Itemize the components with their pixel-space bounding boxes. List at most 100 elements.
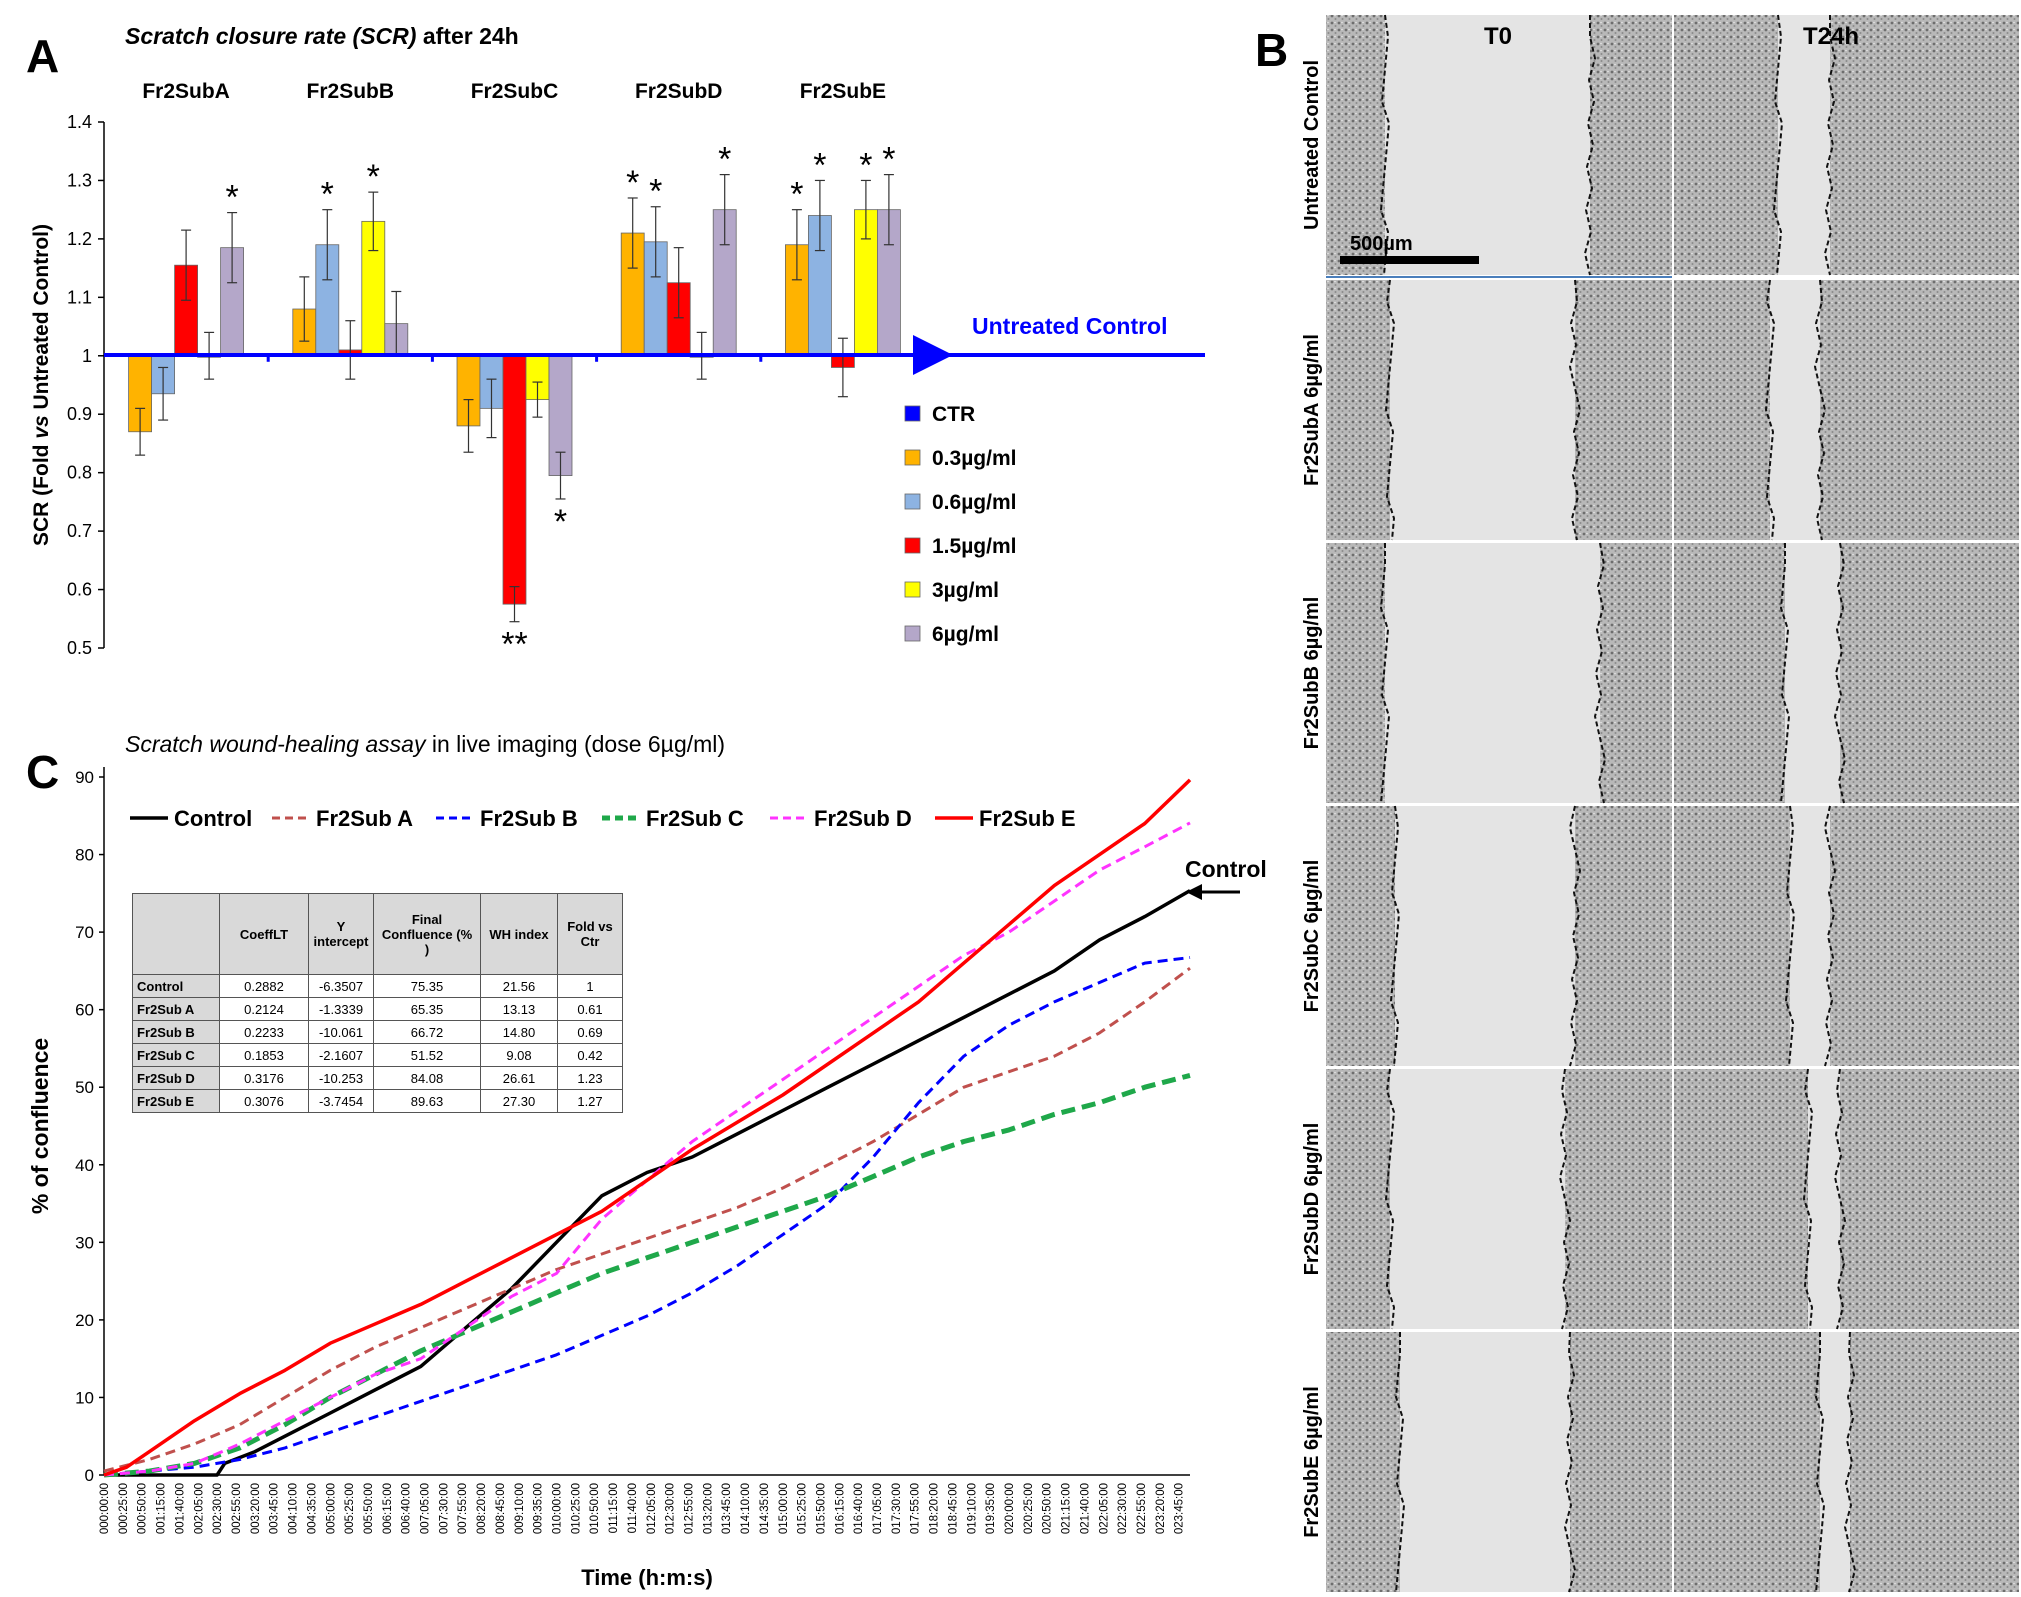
y-tick-label: 1.3 <box>67 170 92 190</box>
x-tick-label: 002:05:00 <box>193 1483 205 1534</box>
x-tick-label: 007:55:00 <box>457 1483 469 1534</box>
wound-edge <box>1389 805 1401 1067</box>
wound-edge <box>1379 14 1391 276</box>
column-label-t24h: T24h <box>1803 23 1859 50</box>
wound-edge <box>1583 15 1597 276</box>
legend-label: Fr2Sub A <box>316 806 413 831</box>
significance-star: * <box>554 503 567 541</box>
legend-swatch <box>904 405 921 422</box>
x-tick-label: 008:20:00 <box>476 1483 488 1534</box>
micrograph-t24h <box>1674 280 2019 540</box>
row-label: Fr2SubC 6µg/ml <box>1301 860 1323 1013</box>
table-cell: 1.23 <box>557 1066 623 1090</box>
scratch-gap <box>1390 1069 1565 1329</box>
row-label: Untreated Control <box>1301 60 1323 230</box>
table-header-cell: Fold vs Ctr <box>557 893 623 975</box>
significance-star: * <box>859 146 872 184</box>
bar <box>502 355 527 605</box>
wound-edge <box>1764 279 1776 541</box>
scratch-gap <box>1385 543 1600 803</box>
table-cell: -10.061 <box>308 1020 374 1044</box>
x-tick-label: 004:10:00 <box>288 1483 300 1534</box>
y-tick-label: 20 <box>75 1311 94 1330</box>
table-cell: 0.69 <box>557 1020 623 1044</box>
table-cell: -3.7454 <box>308 1089 374 1113</box>
micrograph-t24h <box>1674 15 2019 275</box>
series-line <box>103 966 1191 1473</box>
table-cell: 0.2124 <box>219 997 309 1021</box>
category-label: Fr2SubE <box>800 80 886 103</box>
x-tick-label: 005:00:00 <box>325 1483 337 1534</box>
table-cell: -2.1607 <box>308 1043 374 1067</box>
panel-b-microscopy: B T0 T24h 500µm Untreated Control Fr2SubA… <box>1255 14 2019 1593</box>
table-row: Fr2Sub E 0.3076 -3.7454 89.63 27.30 1.27 <box>132 1089 623 1113</box>
control-annotation: Control <box>1185 856 1267 882</box>
series-line <box>103 778 1192 1477</box>
table-cell: 0.61 <box>557 997 623 1021</box>
table-cell: 14.80 <box>480 1020 558 1044</box>
scratch-gap <box>1770 280 1820 540</box>
x-tick-label: 019:35:00 <box>985 1483 997 1534</box>
table-cell: 65.35 <box>373 997 481 1021</box>
table-cell: 0.3076 <box>219 1089 309 1113</box>
table-cell: 9.08 <box>480 1043 558 1067</box>
wound-edge <box>1823 15 1837 276</box>
table-cell: 51.52 <box>373 1043 481 1067</box>
table-header-cell: WH index <box>480 893 558 975</box>
table-cell: 0.2233 <box>219 1020 309 1044</box>
wound-edge <box>1568 805 1582 1067</box>
y-tick-label: 0.9 <box>67 404 92 424</box>
legend-label: 0.3µg/ml <box>932 447 1016 470</box>
x-tick-label: 020:00:00 <box>1004 1483 1016 1534</box>
legend-label: 6µg/ml <box>932 623 999 646</box>
panel-a-title: Scratch closure rate (SCR) after 24h <box>125 23 519 49</box>
x-axis-label: Time (h:m:s) <box>581 1565 713 1590</box>
control-annotation-arrowhead <box>1186 884 1202 900</box>
scratch-gap <box>1778 15 1830 275</box>
legend-label: Fr2Sub C <box>646 806 744 831</box>
category-label: Fr2SubC <box>471 80 559 103</box>
table-header-cell: CoeffLT <box>219 893 309 975</box>
panel-a-letter: A <box>26 30 59 82</box>
x-tick-label: 012:30:00 <box>665 1483 677 1534</box>
category-labels: Fr2SubA Fr2SubB Fr2SubC Fr2SubD Fr2SubE <box>142 80 886 362</box>
table-cell: 21.56 <box>480 974 558 998</box>
wound-edge <box>1814 1332 1826 1593</box>
wound-edge <box>1833 542 1847 804</box>
x-tick-label: 012:05:00 <box>646 1483 658 1534</box>
table-row: Fr2Sub D 0.3176 -10.253 84.08 26.61 1.23 <box>132 1066 623 1090</box>
x-tick-label: 010:00:00 <box>552 1483 564 1534</box>
x-tick-label: 002:30:00 <box>212 1483 224 1534</box>
wound-edge <box>1802 1068 1814 1330</box>
significance-star: * <box>649 173 662 211</box>
table-cell: 13.13 <box>480 997 558 1021</box>
x-tick-label: 000:25:00 <box>118 1483 130 1534</box>
legend-swatch <box>904 537 921 554</box>
x-tick-label: 020:50:00 <box>1042 1483 1054 1534</box>
significance-star: ** <box>501 626 527 664</box>
table-header-row: CoeffLT Y intercept Final Confluence (% … <box>132 893 623 975</box>
category-label: Fr2SubA <box>142 80 230 103</box>
legend-label: CTR <box>932 403 975 426</box>
table-row: Fr2Sub A 0.2124 -1.3339 65.35 13.13 0.61 <box>132 997 623 1021</box>
x-tick-label: 018:20:00 <box>929 1483 941 1534</box>
micrograph-t24h <box>1674 806 2019 1066</box>
legend: CTR 0.3µg/ml 0.6µg/ml 1.5µg/ml 3µg/ml 6µg/ml <box>904 403 1016 646</box>
y-tick-label: 0.6 <box>67 580 92 600</box>
wound-edge <box>1568 279 1582 541</box>
table-row: Fr2Sub C 0.1853 -2.1607 51.52 9.08 0.42 <box>132 1043 623 1067</box>
x-tick-label: 010:25:00 <box>570 1483 582 1534</box>
table-row-header: Control <box>132 974 220 998</box>
x-tick-label: 022:30:00 <box>1117 1483 1129 1534</box>
table-cell: 75.35 <box>373 974 481 998</box>
legend-swatch <box>904 493 921 510</box>
table-row-header: Fr2Sub A <box>132 997 220 1021</box>
x-tick-label: 017:55:00 <box>910 1483 922 1534</box>
x-tick-label: 020:25:00 <box>1023 1483 1035 1534</box>
control-reference-label: Untreated Control <box>972 313 1168 339</box>
x-tick-label: 005:25:00 <box>344 1483 356 1534</box>
micrograph-t24h <box>1674 1069 2019 1329</box>
x-tick-label: 000:50:00 <box>137 1483 149 1534</box>
panel-a-bar-chart: A Scratch closure rate (SCR) after 24h 0… <box>26 23 1205 664</box>
